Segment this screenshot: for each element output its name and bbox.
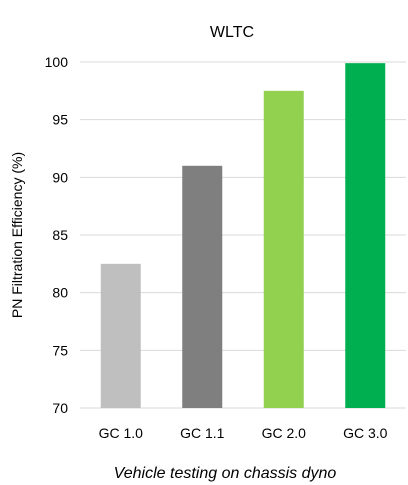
- y-tick-label: 75: [52, 342, 68, 358]
- y-tick-label: 70: [52, 400, 68, 416]
- x-axis-caption: Vehicle testing on chassis dyno: [114, 465, 337, 482]
- bars: [100, 63, 386, 409]
- bar-gc-1-0: [100, 263, 141, 408]
- x-tick-label: GC 1.1: [180, 425, 225, 441]
- bar-gc-3-0: [345, 63, 386, 409]
- y-tick-label: 100: [45, 54, 69, 70]
- bar-gc-1-1: [182, 165, 223, 408]
- y-tick-label: 90: [52, 169, 68, 185]
- y-tick-label: 95: [52, 112, 68, 128]
- chart-title: WLTC: [210, 24, 254, 41]
- x-axis-ticks: GC 1.0 GC 1.1 GC 2.0 GC 3.0: [99, 425, 388, 441]
- x-tick-label: GC 3.0: [343, 425, 388, 441]
- y-tick-label: 85: [52, 227, 68, 243]
- x-tick-label: GC 2.0: [262, 425, 307, 441]
- bar-gc-2-0: [263, 90, 304, 408]
- y-tick-label: 80: [52, 285, 68, 301]
- y-axis-label: PN Filtration Efficiency (%): [9, 152, 25, 318]
- x-tick-label: GC 1.0: [99, 425, 144, 441]
- y-axis-ticks: 70 75 80 85 90 95 100: [45, 54, 69, 416]
